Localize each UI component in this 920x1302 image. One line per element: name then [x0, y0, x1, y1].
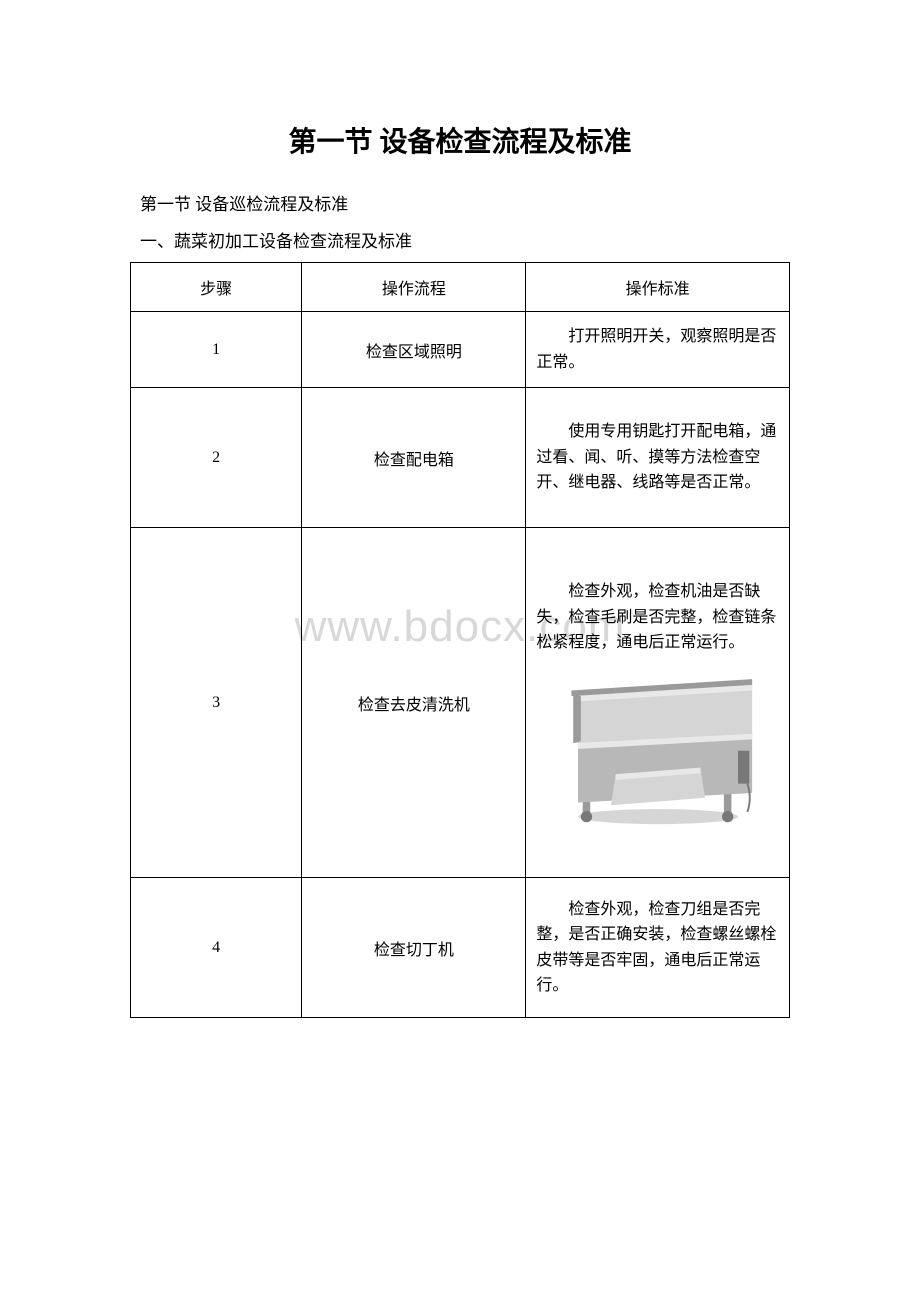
section-heading: 一、蔬菜初加工设备检查流程及标准 [130, 227, 790, 252]
standard-text: 使用专用钥匙打开配电箱，通过看、闻、听、摸等方法检查空开、继电器、线路等是否正常… [536, 419, 779, 496]
header-step: 步骤 [131, 263, 302, 312]
inspection-table: 步骤 操作流程 操作标准 1检查区域照明打开照明开关，观察照明是否正常。2检查配… [130, 262, 790, 1018]
cell-standard: 使用专用钥匙打开配电箱，通过看、闻、听、摸等方法检查空开、继电器、线路等是否正常… [526, 388, 790, 528]
cell-process: 检查区域照明 [302, 312, 526, 388]
machine-illustration [536, 666, 779, 826]
cell-process: 检查切丁机 [302, 878, 526, 1018]
main-title: 第一节 设备检查流程及标准 [130, 120, 790, 160]
table-header-row: 步骤 操作流程 操作标准 [131, 263, 790, 312]
cell-process: 检查去皮清洗机 [302, 528, 526, 878]
table-row: 2检查配电箱使用专用钥匙打开配电箱，通过看、闻、听、摸等方法检查空开、继电器、线… [131, 388, 790, 528]
header-standard: 操作标准 [526, 263, 790, 312]
page-container: 第一节 设备检查流程及标准 第一节 设备巡检流程及标准 一、蔬菜初加工设备检查流… [0, 0, 920, 1078]
cell-step: 2 [131, 388, 302, 528]
table-body: 1检查区域照明打开照明开关，观察照明是否正常。2检查配电箱使用专用钥匙打开配电箱… [131, 312, 790, 1018]
cell-standard: 检查外观，检查刀组是否完整，是否正确安装，检查螺丝螺栓皮带等是否牢固，通电后正常… [526, 878, 790, 1018]
cell-standard: 检查外观，检查机油是否缺失，检查毛刷是否完整，检查链条松紧程度，通电后正常运行。 [526, 528, 790, 878]
header-process: 操作流程 [302, 263, 526, 312]
cell-process: 检查配电箱 [302, 388, 526, 528]
cell-step: 1 [131, 312, 302, 388]
table-row: 1检查区域照明打开照明开关，观察照明是否正常。 [131, 312, 790, 388]
standard-text: 检查外观，检查刀组是否完整，是否正确安装，检查螺丝螺栓皮带等是否牢固，通电后正常… [536, 897, 779, 999]
cell-step: 4 [131, 878, 302, 1018]
standard-text: 检查外观，检查机油是否缺失，检查毛刷是否完整，检查链条松紧程度，通电后正常运行。 [536, 579, 779, 656]
standard-text: 打开照明开关，观察照明是否正常。 [536, 324, 779, 375]
table-row: 4检查切丁机检查外观，检查刀组是否完整，是否正确安装，检查螺丝螺栓皮带等是否牢固… [131, 878, 790, 1018]
cell-step: 3 [131, 528, 302, 878]
cell-standard: 打开照明开关，观察照明是否正常。 [526, 312, 790, 388]
subtitle: 第一节 设备巡检流程及标准 [130, 190, 790, 215]
table-row: 3检查去皮清洗机检查外观，检查机油是否缺失，检查毛刷是否完整，检查链条松紧程度，… [131, 528, 790, 878]
